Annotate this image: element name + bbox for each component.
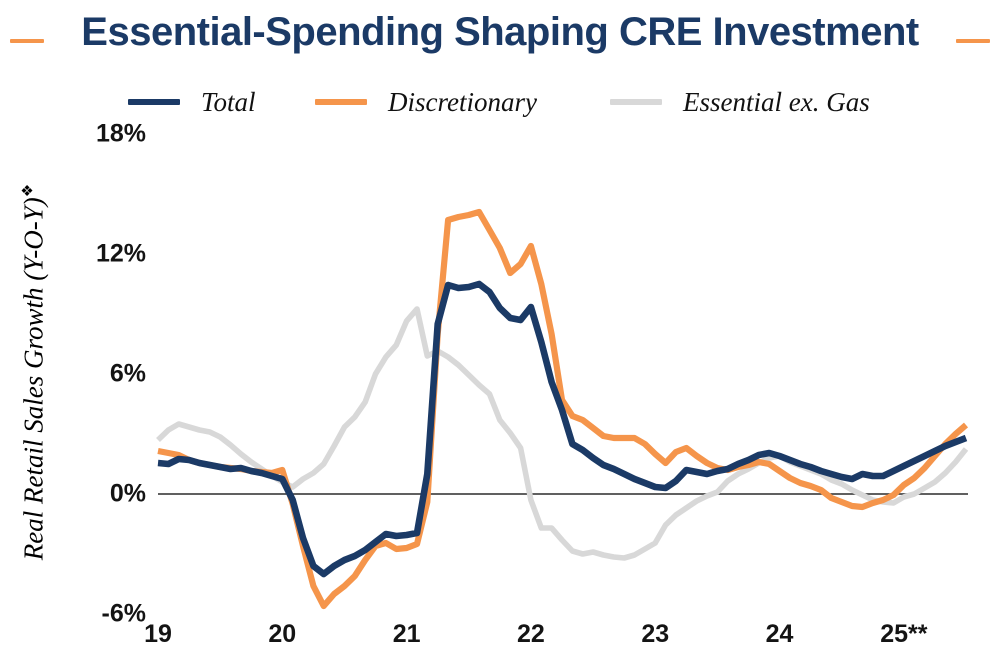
title-accent-dash-right-icon <box>956 39 990 43</box>
legend-label: Essential ex. Gas <box>683 87 870 117</box>
line-discretionary <box>157 208 969 610</box>
line-essential-ex-gas <box>156 306 969 561</box>
legend-swatch-discretionary-icon <box>315 99 367 105</box>
x-tick-label: 25** <box>880 620 928 648</box>
legend-swatch-essential-icon <box>610 99 662 105</box>
line-total <box>157 280 968 578</box>
y-tick-label: 6% <box>109 359 146 388</box>
legend-label: Total <box>201 87 256 117</box>
page-title: Essential-Spending Shaping CRE Investmen… <box>81 10 919 54</box>
legend-item-essential: Essential ex. Gas <box>610 86 870 118</box>
footnote-marker-icon: ❖ <box>20 183 37 198</box>
title-row: Essential-Spending Shaping CRE Investmen… <box>0 10 1000 58</box>
chart-legend: Total Discretionary Essential ex. Gas <box>0 86 1000 122</box>
x-tick-label: 19 <box>144 620 172 648</box>
legend-item-discretionary: Discretionary <box>315 86 537 118</box>
y-tick-label: 0% <box>109 479 146 508</box>
x-tick-label: 24 <box>765 620 794 648</box>
legend-swatch-total-icon <box>128 99 180 105</box>
title-accent-dash-left-icon <box>10 39 44 43</box>
x-tick-label: 23 <box>641 620 670 648</box>
y-tick-label: -6% <box>101 599 146 628</box>
legend-item-total: Total <box>128 86 256 118</box>
x-tick-label: 22 <box>517 620 545 648</box>
y-tick-label: 12% <box>95 239 146 268</box>
y-tick-label: 18% <box>95 119 146 148</box>
x-tick-label: 20 <box>268 620 297 648</box>
legend-label: Discretionary <box>388 87 537 117</box>
x-tick-label: 21 <box>392 620 421 648</box>
